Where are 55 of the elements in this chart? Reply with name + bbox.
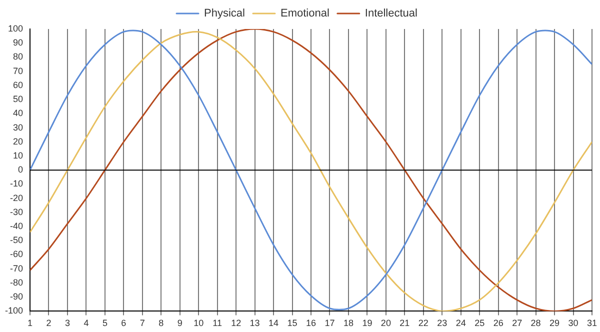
- x-tick-label: 15: [287, 318, 298, 328]
- x-tick-label: 23: [437, 318, 448, 328]
- y-tick-label: -10: [10, 178, 24, 189]
- legend-label: Physical: [204, 8, 245, 20]
- x-tick-label: 29: [550, 318, 560, 328]
- x-tick-label: 6: [121, 318, 126, 328]
- x-tick-label: 9: [177, 318, 182, 328]
- x-tick-label: 4: [84, 318, 89, 328]
- y-tick-label: 100: [8, 23, 24, 34]
- x-tick-label: 25: [474, 318, 485, 328]
- y-tick-label: 50: [13, 94, 24, 104]
- y-tick-label: -40: [10, 221, 24, 232]
- x-tick-label: 7: [140, 318, 145, 328]
- x-tick-label: 31: [586, 318, 597, 328]
- y-tick-label: 90: [13, 38, 24, 48]
- y-tick-label: -50: [10, 235, 24, 246]
- x-tick-label: 24: [456, 318, 466, 328]
- x-tick-label: 13: [250, 318, 260, 328]
- x-tick-label: 22: [418, 318, 428, 328]
- y-tick-label: 80: [13, 52, 24, 62]
- legend-label: Intellectual: [364, 8, 418, 20]
- y-tick-label: -20: [10, 192, 24, 203]
- x-tick-label: 16: [306, 318, 316, 328]
- x-tick-label: 8: [158, 318, 164, 328]
- y-tick-label: -90: [10, 292, 24, 302]
- x-tick-label: 20: [380, 318, 391, 328]
- y-tick-label: -70: [10, 263, 24, 274]
- x-tick-label: 27: [512, 318, 522, 328]
- x-tick-label: 3: [64, 318, 70, 328]
- y-tick-label: 40: [13, 108, 24, 118]
- x-tick-label: 14: [268, 318, 279, 328]
- y-tick-label: -30: [10, 206, 24, 217]
- x-tick-label: 5: [102, 318, 108, 328]
- y-tick-label: 70: [13, 66, 24, 76]
- x-tick-label: 21: [400, 318, 410, 328]
- x-tick-label: 18: [343, 318, 354, 328]
- y-tick-label: 60: [13, 80, 24, 90]
- x-tick-label: 11: [212, 318, 222, 328]
- y-tick-label: -60: [10, 249, 24, 260]
- x-tick-label: 19: [362, 318, 372, 328]
- y-tick-label: 10: [13, 150, 24, 160]
- y-tick-label: 30: [13, 122, 24, 132]
- x-tick-label: 1: [28, 318, 33, 328]
- x-tick-label: 2: [46, 318, 52, 328]
- x-tick-label: 28: [530, 318, 541, 328]
- y-tick-label: 0: [18, 164, 24, 175]
- y-tick-label: -100: [5, 306, 24, 316]
- legend-label: Emotional: [280, 8, 330, 20]
- x-tick-label: 26: [493, 318, 504, 328]
- x-tick-label: 30: [568, 318, 578, 328]
- x-tick-label: 12: [231, 318, 242, 328]
- y-tick-label: 20: [13, 136, 24, 146]
- y-tick-label: -80: [10, 277, 24, 288]
- x-tick-label: 17: [324, 318, 335, 328]
- x-tick-label: 10: [194, 318, 204, 328]
